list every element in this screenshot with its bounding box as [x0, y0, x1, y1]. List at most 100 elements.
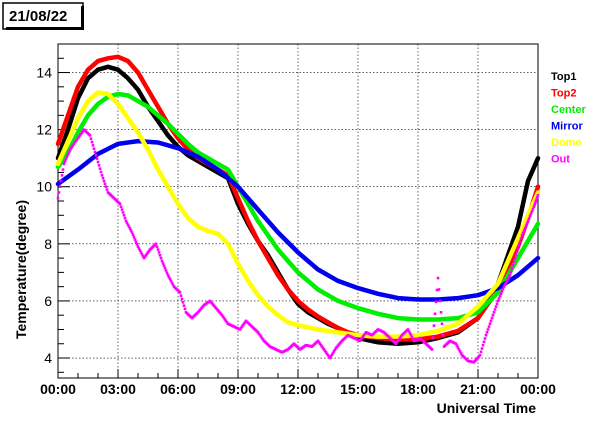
data-point — [323, 349, 327, 353]
data-point — [75, 138, 78, 142]
data-point — [530, 210, 534, 213]
data-point — [535, 197, 538, 201]
data-point — [536, 193, 540, 197]
data-point — [321, 346, 325, 350]
data-point — [482, 340, 486, 344]
data-point — [487, 325, 491, 328]
data-point — [437, 288, 441, 291]
data-point — [411, 337, 415, 341]
data-point — [523, 226, 527, 230]
data-point — [94, 154, 98, 157]
data-point — [119, 205, 123, 209]
data-point — [138, 249, 142, 252]
data-point — [398, 336, 402, 340]
data-point — [220, 313, 224, 317]
data-point — [363, 332, 367, 336]
data-point — [128, 227, 132, 230]
data-point — [359, 338, 363, 341]
data-point — [258, 333, 262, 337]
data-point — [328, 356, 332, 360]
data-point — [330, 353, 334, 356]
data-point — [522, 229, 526, 232]
data-point — [407, 330, 411, 333]
data-point — [504, 281, 508, 285]
data-point — [512, 260, 516, 264]
data-point — [261, 338, 265, 341]
data-point — [99, 170, 103, 174]
data-point — [74, 140, 77, 144]
data-point — [243, 321, 247, 324]
data-point — [134, 240, 138, 244]
data-point — [324, 351, 328, 354]
data-point — [62, 162, 66, 166]
data-point — [441, 333, 445, 337]
x-tick-label: 15:00 — [340, 381, 376, 397]
data-point — [59, 179, 63, 183]
data-point — [395, 341, 399, 344]
data-point — [534, 201, 537, 205]
data-point — [531, 207, 535, 211]
data-point — [64, 157, 68, 161]
data-point — [181, 301, 185, 304]
data-point — [104, 185, 108, 189]
series-line — [55, 54, 541, 342]
data-point — [180, 297, 184, 301]
data-point — [141, 254, 145, 258]
data-point — [133, 238, 137, 241]
data-point — [456, 346, 460, 349]
data-point — [183, 307, 187, 311]
legend-entry: Top1 — [551, 71, 576, 83]
data-point — [507, 275, 511, 279]
data-point — [459, 351, 463, 355]
legend-entry: Top2 — [551, 88, 576, 100]
x-tick-label: 09:00 — [220, 381, 256, 397]
data-point — [240, 325, 244, 328]
data-point — [142, 256, 146, 260]
data-point — [143, 255, 147, 258]
data-point — [161, 262, 165, 265]
data-point — [122, 213, 126, 217]
data-point — [121, 211, 125, 214]
data-point — [178, 291, 182, 294]
data-point — [481, 343, 485, 347]
x-tick-label: 18:00 — [400, 381, 436, 397]
data-point — [61, 168, 65, 171]
data-point — [496, 299, 500, 303]
series — [55, 54, 541, 364]
data-point — [457, 348, 461, 351]
data-point — [501, 287, 505, 291]
data-point — [145, 252, 149, 256]
data-point — [510, 267, 514, 270]
data-point — [500, 290, 504, 293]
data-point — [162, 264, 166, 268]
data-point — [526, 219, 530, 223]
data-point — [100, 174, 104, 177]
data-point — [167, 275, 171, 279]
data-point — [182, 304, 186, 307]
data-point — [483, 337, 487, 340]
data-point — [146, 251, 150, 254]
data-point — [325, 352, 329, 356]
data-point — [70, 146, 73, 150]
data-point — [80, 131, 84, 134]
data-point — [56, 196, 60, 200]
data-point — [57, 191, 61, 194]
data-point — [511, 263, 515, 267]
data-point — [519, 237, 523, 240]
data-point — [440, 322, 444, 326]
data-point — [89, 137, 93, 140]
data-point — [98, 167, 102, 170]
data-point — [528, 214, 532, 218]
data-point — [79, 132, 83, 136]
data-point — [521, 231, 525, 235]
data-point — [171, 283, 175, 287]
data-point — [397, 338, 401, 341]
data-point — [72, 142, 76, 146]
data-point — [166, 273, 170, 277]
data-point — [260, 336, 264, 340]
series-line — [55, 138, 541, 302]
y-tick-label: 8 — [44, 236, 52, 252]
data-point — [431, 336, 435, 339]
data-point — [125, 221, 129, 225]
data-point — [436, 276, 440, 280]
